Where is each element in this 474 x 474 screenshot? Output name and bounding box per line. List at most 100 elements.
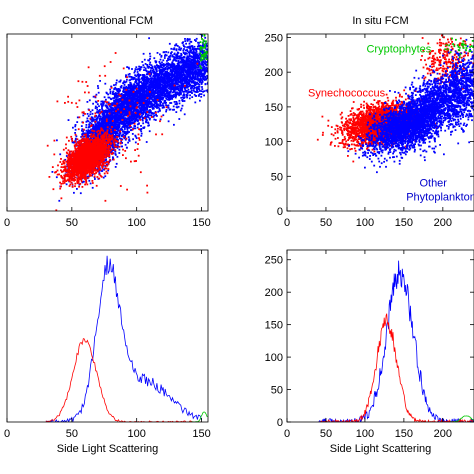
scatter-point xyxy=(136,78,139,81)
scatter-point xyxy=(132,88,135,91)
scatter-point xyxy=(136,96,139,98)
scatter-point xyxy=(106,105,109,108)
scatter-point xyxy=(156,115,158,117)
scatter-point xyxy=(109,90,112,93)
scatter-point xyxy=(160,87,163,90)
scatter-point xyxy=(114,125,117,128)
scatter-point xyxy=(153,81,155,83)
scatter-point xyxy=(115,162,118,165)
scatter-point xyxy=(131,100,134,102)
scatter-point xyxy=(165,95,168,97)
scatter-point xyxy=(82,114,85,117)
scatter-point xyxy=(135,116,138,119)
scatter-point xyxy=(115,79,118,82)
scatter-point xyxy=(187,88,190,91)
scatter-point xyxy=(64,158,67,161)
scatter-point xyxy=(112,102,115,105)
scatter-point xyxy=(148,70,150,73)
scatter-point xyxy=(158,66,160,69)
scatter-point xyxy=(156,107,158,109)
scatter-point xyxy=(121,126,124,128)
scatter-point xyxy=(119,80,122,83)
scatter-point xyxy=(194,91,197,93)
scatter-point xyxy=(90,118,93,121)
scatter-point xyxy=(149,114,151,117)
scatter-point xyxy=(163,94,166,97)
scatter-point xyxy=(136,98,139,101)
scatter-point xyxy=(165,54,168,57)
scatter-point xyxy=(115,94,117,97)
scatter-point xyxy=(178,99,181,102)
scatter-point xyxy=(178,61,181,64)
scatter-point xyxy=(129,92,132,94)
scatter-point xyxy=(98,135,101,138)
scatter-point xyxy=(113,109,116,111)
scatter-point xyxy=(132,111,135,113)
scatter-point xyxy=(137,89,140,92)
scatter-point xyxy=(149,79,152,82)
scatter-point xyxy=(162,74,165,77)
scatter-point xyxy=(163,85,166,87)
scatter-point xyxy=(132,95,135,98)
scatter-point xyxy=(128,131,130,133)
scatter-point xyxy=(123,111,126,114)
scatter-point xyxy=(119,109,121,111)
scatter-point xyxy=(122,103,124,106)
scatter-point xyxy=(150,78,153,81)
scatter-point xyxy=(111,144,114,146)
scatter-point xyxy=(171,61,174,64)
scatter-point xyxy=(142,52,145,55)
scatter-point xyxy=(144,93,147,95)
scatter-point xyxy=(110,109,113,112)
scatter-point xyxy=(159,95,162,98)
scatter-point xyxy=(124,143,127,146)
scatter-point xyxy=(166,60,168,62)
scatter-point xyxy=(122,96,125,99)
scatter-point xyxy=(132,115,135,117)
scatter-point xyxy=(175,103,178,106)
scatter-point xyxy=(178,69,181,72)
scatter-point xyxy=(125,131,127,134)
scatter-point xyxy=(134,119,137,122)
scatter-point xyxy=(142,105,145,108)
scatter-point xyxy=(144,63,147,65)
scatter-point xyxy=(117,125,119,128)
scatter-point xyxy=(192,85,195,87)
scatter-point xyxy=(181,86,183,89)
scatter-point xyxy=(124,96,126,99)
scatter-point xyxy=(95,111,98,114)
scatter-point xyxy=(159,118,162,121)
scatter-point xyxy=(171,84,173,86)
scatter-point xyxy=(126,95,129,98)
scatter-point xyxy=(183,100,186,102)
scatter-point xyxy=(126,128,129,131)
scatter-point xyxy=(152,69,154,72)
scatter-point xyxy=(177,78,180,80)
scatter-point xyxy=(169,70,172,73)
scatter-point xyxy=(131,103,134,105)
scatter-point xyxy=(113,84,115,86)
scatter-point xyxy=(182,91,185,93)
scatter-point xyxy=(186,86,189,89)
scatter-point xyxy=(127,131,129,134)
scatter-point xyxy=(171,76,174,79)
scatter-point xyxy=(86,119,89,122)
scatter-point xyxy=(127,66,130,69)
scatter-point xyxy=(187,72,190,75)
scatter-point xyxy=(92,120,95,122)
scatter-point xyxy=(133,96,136,98)
scatter-point xyxy=(162,82,165,85)
scatter-point xyxy=(161,106,164,109)
scatter-point xyxy=(142,91,144,94)
scatter-point xyxy=(83,135,85,138)
scatter-point xyxy=(168,99,171,101)
scatter-point xyxy=(112,157,115,160)
scatter-point xyxy=(164,71,167,74)
scatter-point xyxy=(160,96,162,99)
scatter-point xyxy=(168,42,171,45)
scatter-point xyxy=(127,97,129,100)
scatter-point xyxy=(180,83,183,86)
scatter-point xyxy=(137,94,139,96)
scatter-point xyxy=(160,64,163,66)
scatter-point xyxy=(119,128,122,131)
